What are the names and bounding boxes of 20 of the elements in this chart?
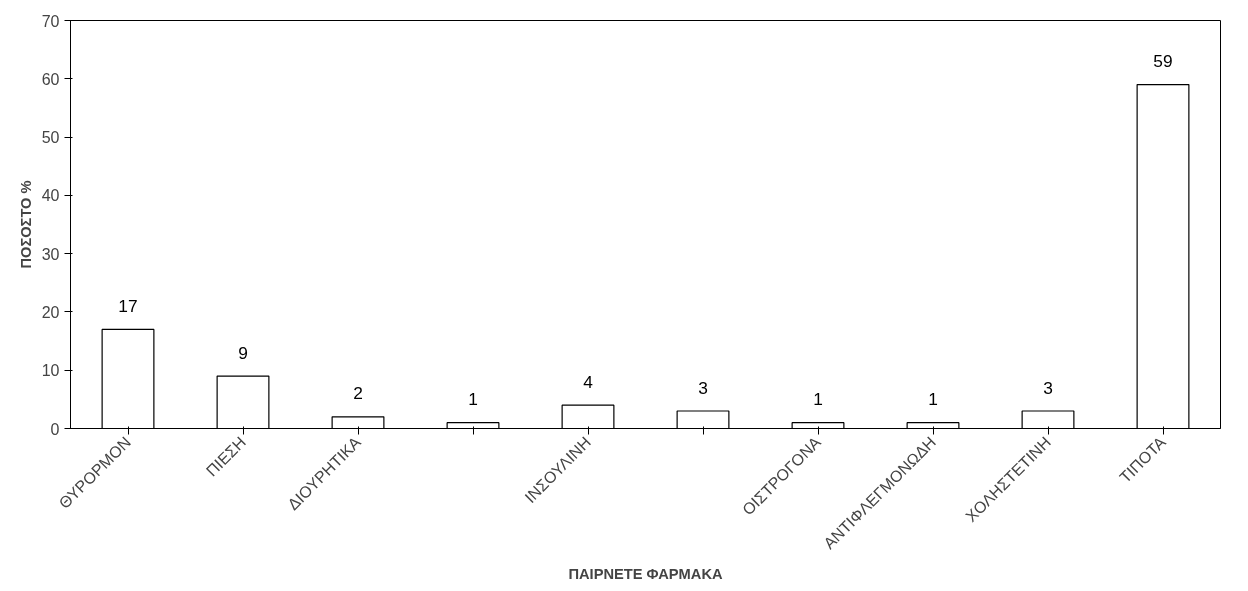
x-axis-title: ΠΑΙΡΝΕΤΕ ΦΑΡΜΑΚΑ: [568, 566, 723, 583]
data-label: 1: [468, 389, 478, 410]
y-tick-label: 30: [41, 245, 60, 263]
data-label: 59: [1153, 51, 1173, 72]
data-label: 3: [1043, 377, 1053, 398]
data-label: 4: [583, 371, 594, 392]
y-tick-label: 0: [50, 420, 60, 438]
y-tick-label: 20: [41, 303, 60, 321]
data-label: 1: [813, 389, 823, 410]
data-label: 17: [118, 295, 138, 316]
data-label: 9: [238, 342, 248, 363]
y-tick-label: 70: [41, 12, 60, 30]
y-tick-label: 50: [41, 129, 60, 147]
y-tick-label: 10: [41, 362, 60, 380]
y-tick-label: 60: [41, 70, 60, 88]
data-label: 3: [698, 377, 708, 398]
y-axis-title: ΠΟΣΟΣΤΟ %: [17, 180, 34, 269]
data-label: 2: [353, 383, 363, 404]
y-tick-label: 40: [41, 187, 60, 205]
data-label: 1: [928, 389, 938, 410]
